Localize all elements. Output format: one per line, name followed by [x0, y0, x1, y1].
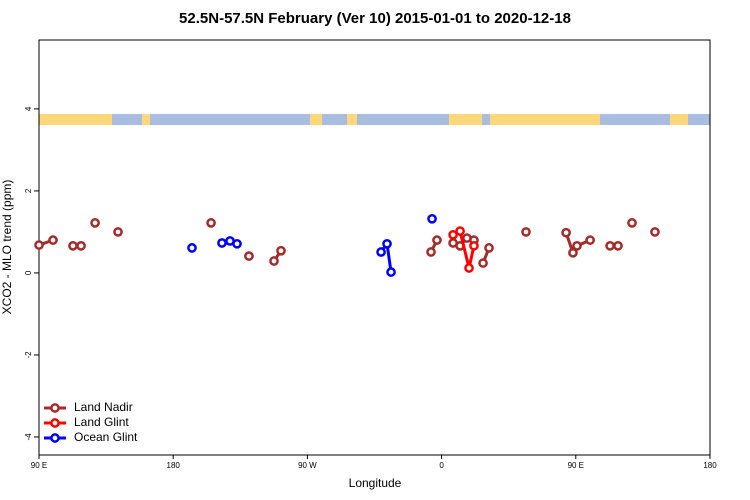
x-tick-label: 180 [167, 461, 181, 470]
y-tick-label: 4 [24, 106, 33, 111]
point [76, 241, 86, 251]
legend-label: Land Glint [74, 415, 129, 429]
x-tick-label: 90 E [31, 461, 47, 470]
map-strip [39, 114, 710, 125]
point [34, 240, 44, 250]
point [585, 235, 595, 245]
legend-label: Land Nadir [74, 400, 133, 414]
y-tick-label: 2 [24, 188, 33, 193]
point [561, 227, 571, 238]
y-tick-label: -2 [24, 351, 33, 359]
legend-marker [50, 403, 60, 413]
point [269, 256, 279, 266]
point [113, 227, 123, 237]
point [432, 235, 442, 245]
x-tick-label: 90 W [298, 461, 317, 470]
point [613, 241, 623, 251]
y-tick-label: 0 [24, 270, 33, 275]
point [484, 243, 494, 253]
point [244, 251, 254, 261]
point [187, 243, 197, 253]
point [376, 247, 386, 257]
point [276, 245, 286, 256]
chart-title: 52.5N-57.5N February (Ver 10) 2015-01-01… [179, 10, 571, 27]
x-tick-label: 0 [439, 461, 444, 470]
point [605, 241, 615, 251]
point [650, 227, 660, 237]
point [568, 247, 578, 258]
y-tick-label: -4 [24, 433, 33, 441]
point [90, 218, 100, 228]
point [478, 258, 488, 268]
legend-marker [50, 418, 60, 428]
point [232, 238, 242, 249]
point [48, 235, 58, 245]
y-axis-label: XCO2 - MLO trend (ppm) [0, 180, 14, 315]
point [217, 238, 227, 248]
x-axis-label: Longitude [349, 476, 402, 490]
point [386, 267, 396, 277]
point [627, 218, 637, 228]
x-tick-label: 90 E [568, 461, 584, 470]
point [572, 241, 582, 251]
point [448, 229, 458, 240]
point [426, 247, 436, 257]
series-line [39, 232, 655, 263]
point [206, 218, 216, 228]
point [469, 241, 479, 251]
point [382, 238, 392, 249]
point [427, 213, 437, 224]
series-line [222, 219, 432, 272]
legend-marker [50, 433, 60, 443]
point [464, 263, 474, 273]
point [455, 226, 465, 236]
x-tick-label: 180 [703, 461, 717, 470]
legend-label: Ocean Glint [74, 430, 138, 444]
point [68, 241, 78, 251]
point [521, 227, 531, 237]
